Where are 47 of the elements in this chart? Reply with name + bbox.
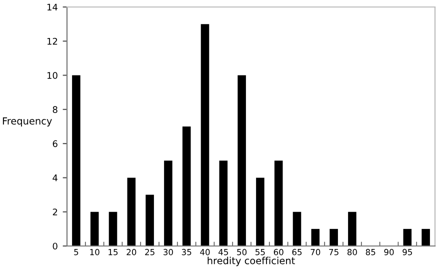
bar bbox=[127, 178, 136, 246]
x-axis-title: hredity coefficient bbox=[208, 256, 295, 266]
bar bbox=[311, 228, 320, 246]
x-tick-label: 40 bbox=[200, 248, 210, 256]
y-tick-label: 6 bbox=[52, 140, 58, 148]
x-tick-label: 5 bbox=[74, 249, 78, 256]
bar bbox=[348, 212, 356, 246]
x-tick-label: 15 bbox=[108, 249, 118, 256]
y-tick-label: 12 bbox=[47, 38, 58, 45]
y-tick-label: 0 bbox=[52, 242, 58, 250]
x-tick-label: 50 bbox=[237, 248, 247, 256]
x-tick-label: 80 bbox=[347, 248, 357, 256]
x-tick-label: 95 bbox=[402, 248, 412, 256]
y-axis-title: Frequency bbox=[2, 117, 52, 126]
y-tick-label: 10 bbox=[47, 72, 58, 79]
x-tick-label: 60 bbox=[274, 248, 284, 256]
bar bbox=[256, 178, 264, 246]
x-tick-label: 25 bbox=[145, 248, 154, 256]
x-tick-label: 90 bbox=[384, 248, 394, 256]
x-tick-label: 35 bbox=[182, 248, 192, 256]
x-tick-label: 55 bbox=[256, 249, 265, 256]
y-tick-label: 14 bbox=[47, 4, 58, 10]
bar bbox=[90, 212, 99, 246]
x-tick-label: 85 bbox=[366, 248, 376, 256]
bar bbox=[72, 75, 80, 246]
bar bbox=[219, 160, 228, 246]
bar bbox=[182, 126, 191, 246]
bar bbox=[164, 160, 172, 246]
bar bbox=[422, 228, 430, 246]
x-tick-label: 20 bbox=[126, 248, 136, 256]
x-tick-label: 10 bbox=[90, 248, 100, 256]
x-tick-label: 75 bbox=[329, 249, 338, 256]
bar bbox=[146, 194, 154, 246]
x-tick-label: 70 bbox=[310, 248, 320, 256]
x-tick-label: 45 bbox=[218, 249, 228, 256]
x-tick-label: 65 bbox=[292, 248, 302, 256]
bar bbox=[292, 212, 302, 246]
bar bbox=[200, 24, 210, 246]
x-tick-label: 30 bbox=[164, 248, 173, 256]
bar bbox=[274, 160, 283, 246]
bar bbox=[238, 75, 246, 246]
y-tick-label: 2 bbox=[52, 208, 58, 216]
bar bbox=[403, 228, 412, 246]
y-tick-label: 8 bbox=[52, 106, 58, 113]
y-tick-label: 4 bbox=[52, 174, 58, 182]
bar bbox=[108, 212, 118, 246]
bar bbox=[330, 228, 338, 246]
